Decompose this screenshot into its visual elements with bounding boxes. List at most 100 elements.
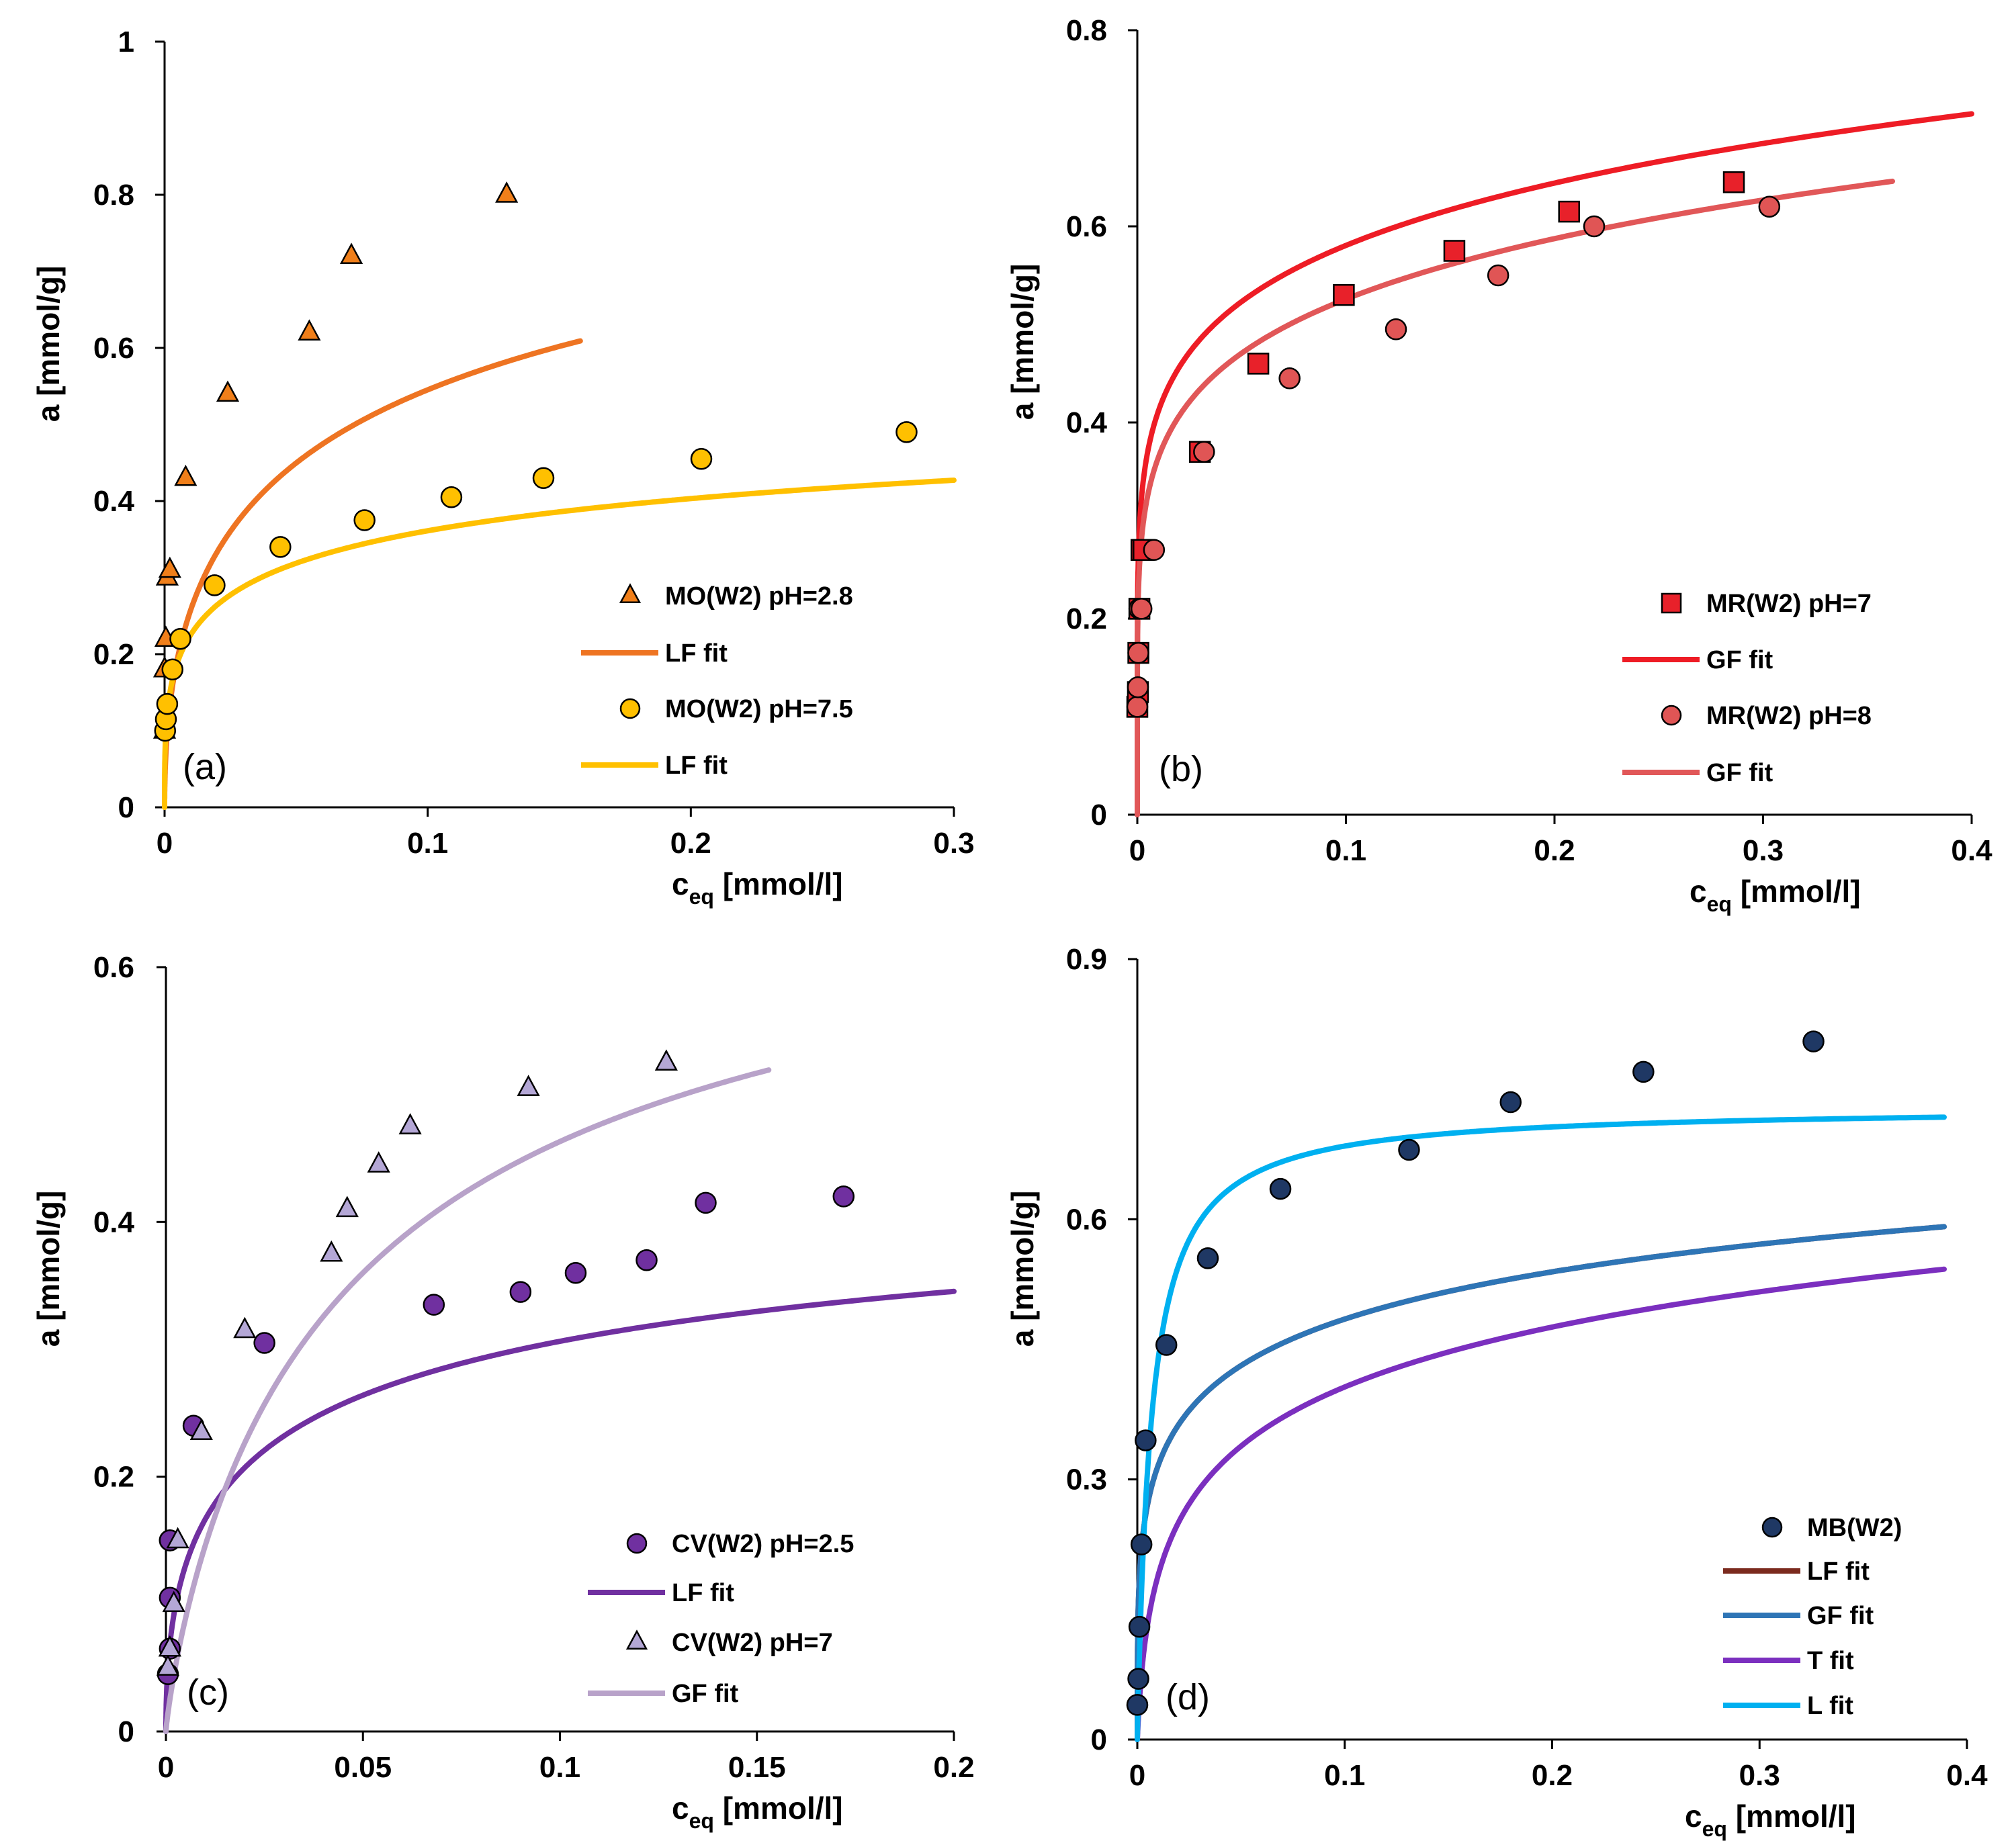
data-point xyxy=(695,1191,717,1214)
y-tick-label: 0.8 xyxy=(1066,14,1107,47)
legend-label: GF fit xyxy=(1706,759,1773,787)
x-tick-label: 0.2 xyxy=(1534,834,1575,867)
x-tick-label: 0.2 xyxy=(670,827,711,860)
panel-label: (c) xyxy=(187,1672,229,1713)
y-tick-label: 0.6 xyxy=(1066,1203,1107,1236)
y-tick-label: 0.2 xyxy=(93,1461,134,1494)
y-tick-label: 0.8 xyxy=(93,179,134,212)
data-point xyxy=(495,181,519,203)
data-point xyxy=(1722,171,1745,193)
data-point xyxy=(1127,641,1149,664)
data-point xyxy=(158,1635,181,1657)
x-tick-label: 0.3 xyxy=(1739,1759,1780,1792)
legend-label: LF fit xyxy=(1807,1558,1870,1586)
y-tick-label: 0.4 xyxy=(93,485,135,518)
data-point xyxy=(1333,283,1355,306)
y-tick-label: 0.6 xyxy=(93,951,134,984)
legend-label: CV(W2) pH=7 xyxy=(672,1629,833,1657)
data-point xyxy=(832,1185,855,1208)
panel-label: (d) xyxy=(1166,1677,1210,1717)
y-tick-label: 1 xyxy=(118,26,134,58)
data-point xyxy=(1143,539,1166,561)
legend-label: T fit xyxy=(1807,1647,1854,1675)
legend-label: LF fit xyxy=(665,752,728,780)
y-axis-title: a [mmol/g] xyxy=(31,1191,66,1347)
data-point xyxy=(1127,1668,1149,1690)
legend-marker xyxy=(1661,592,1682,614)
y-axis-title: a [mmol/g] xyxy=(1005,264,1040,420)
legend-label: MO(W2) pH=7.5 xyxy=(665,695,853,723)
data-point xyxy=(1385,318,1407,341)
legend-label: LF fit xyxy=(665,639,728,668)
y-tick-label: 0 xyxy=(1091,799,1107,831)
fit-line-gf-fit xyxy=(1135,178,1895,817)
data-point xyxy=(166,1527,189,1549)
legend-label: MB(W2) xyxy=(1807,1514,1902,1542)
x-axis-title: ceq [mmol/l] xyxy=(672,866,843,909)
y-tick-label: 0.4 xyxy=(93,1206,135,1238)
fit-line-gf-fit xyxy=(1135,1224,1947,1742)
data-point xyxy=(895,421,918,443)
x-tick-label: 0.2 xyxy=(933,1751,974,1784)
data-point xyxy=(1802,1030,1825,1052)
x-tick-label: 0 xyxy=(1129,1759,1145,1792)
legend-label: MR(W2) pH=7 xyxy=(1706,590,1872,618)
data-point xyxy=(156,692,179,715)
data-point xyxy=(1269,1177,1292,1200)
x-tick-label: 0.2 xyxy=(1532,1759,1573,1792)
data-point xyxy=(298,319,321,341)
data-point xyxy=(339,242,363,264)
data-point xyxy=(367,1151,390,1173)
data-point xyxy=(269,536,292,558)
x-tick-label: 0.3 xyxy=(1743,834,1784,867)
data-point xyxy=(1127,676,1149,699)
x-tick-label: 0.4 xyxy=(1951,834,1992,867)
data-point xyxy=(1196,1247,1219,1269)
legend-label: MR(W2) pH=8 xyxy=(1706,702,1872,730)
legend-label: GF fit xyxy=(1807,1602,1874,1630)
data-point xyxy=(162,1590,185,1613)
fit-line-t-fit xyxy=(1135,1266,1947,1742)
data-point xyxy=(1443,240,1466,262)
legend-label: LF fit xyxy=(672,1579,734,1607)
x-tick-label: 0.1 xyxy=(407,827,448,860)
panel-label: (b) xyxy=(1159,749,1203,789)
legend-marker xyxy=(1661,705,1682,726)
fit-line-lf-fit xyxy=(162,338,583,810)
data-point xyxy=(216,380,240,402)
data-point xyxy=(1278,367,1301,390)
y-tick-label: 0.4 xyxy=(1066,406,1108,439)
data-point xyxy=(1130,598,1153,620)
data-point xyxy=(1126,1694,1149,1716)
data-point xyxy=(1487,264,1509,287)
fit-line-lf-fit xyxy=(163,1288,957,1734)
y-tick-label: 0 xyxy=(118,1715,134,1748)
data-point xyxy=(1126,696,1149,718)
data-point xyxy=(423,1294,445,1316)
y-tick-label: 0 xyxy=(118,791,134,824)
fit-line-gf-fit xyxy=(1135,111,1974,817)
panel-label: (a) xyxy=(183,747,227,787)
data-point xyxy=(1135,1429,1157,1451)
data-point xyxy=(1583,215,1606,238)
data-point xyxy=(440,486,463,508)
data-point xyxy=(169,627,191,650)
panel-b: 0 0.2 0.4 0.6 0.8 0 0.1 0.2 0.3 0.4 a [mmol/g] ceq … xyxy=(1005,14,1992,916)
x-axis-title: ceq [mmol/l] xyxy=(672,1791,843,1833)
y-axis-title: a [mmol/g] xyxy=(1005,1191,1040,1347)
legend-label: GF fit xyxy=(672,1680,739,1708)
data-point xyxy=(1758,195,1781,218)
data-point xyxy=(398,1113,422,1134)
x-tick-label: 0.3 xyxy=(933,827,974,860)
data-point xyxy=(636,1249,658,1271)
y-tick-label: 0.9 xyxy=(1066,943,1107,976)
y-tick-label: 0.6 xyxy=(93,332,134,365)
data-point xyxy=(161,658,183,681)
data-point xyxy=(1155,1334,1178,1356)
data-point xyxy=(509,1281,532,1303)
data-point xyxy=(189,1418,213,1441)
data-point xyxy=(158,556,181,578)
data-point xyxy=(1130,1533,1153,1556)
data-point xyxy=(690,448,713,470)
